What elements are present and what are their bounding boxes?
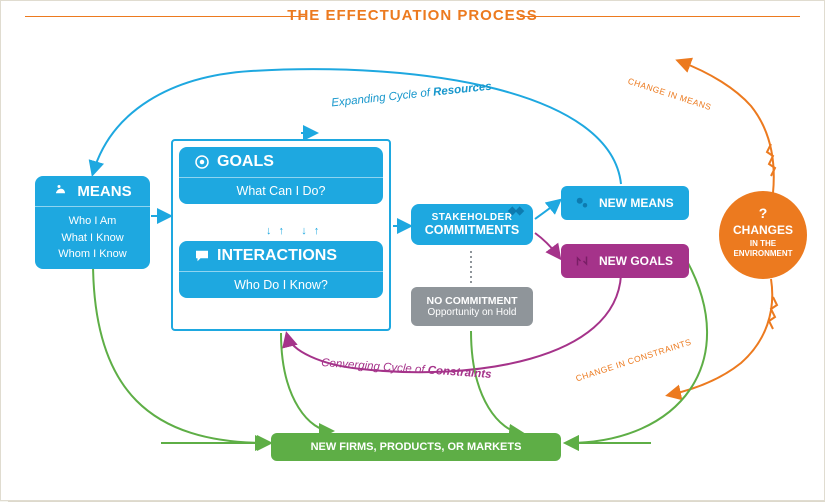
hand-icon (53, 182, 71, 200)
diagram-title: THE EFFECTUATION PROCESS (1, 7, 824, 24)
label-expanding: Expanding Cycle of Resources (331, 81, 492, 110)
interactions-sub: Who Do I Know? (179, 271, 383, 298)
new-goals-label: NEW GOALS (599, 254, 673, 268)
node-goals: GOALS What Can I Do? (179, 147, 383, 204)
node-interactions: INTERACTIONS Who Do I Know? (179, 241, 383, 298)
chat-icon (193, 247, 211, 265)
handshake-icon (505, 200, 527, 222)
new-means-label: NEW MEANS (599, 196, 674, 210)
goals-interactions-arrows: ↓ ↑ ↓ ↑ (266, 225, 321, 237)
node-new-goals: NEW GOALS (561, 244, 689, 278)
node-stakeholder: STAKEHOLDER COMMITMENTS (411, 204, 533, 245)
node-no-commitment: NO COMMITMENT Opportunity on Hold (411, 287, 533, 326)
goals-sub: What Can I Do? (179, 177, 383, 204)
question-icon: ? (719, 205, 807, 221)
arrows-icon (573, 252, 591, 270)
label-converging: Converging Cycle of Constraints (321, 357, 492, 381)
nocommit-l2: Opportunity on Hold (413, 307, 531, 318)
target-icon (193, 153, 211, 171)
diagram-frame: THE EFFECTUATION PROCESS (0, 0, 825, 501)
stakeholder-l2: COMMITMENTS (417, 223, 527, 237)
gears-icon (573, 194, 591, 212)
changes-sub: IN THE ENVIRONMENT (719, 239, 807, 258)
goals-title: GOALS (179, 147, 383, 177)
label-change-means: CHANGE IN MEANS (627, 76, 713, 112)
nocommit-l1: NO COMMITMENT (413, 295, 531, 307)
changes-title: CHANGES (719, 223, 807, 237)
node-means: MEANS Who I Am What I Know Whom I Know (35, 176, 150, 269)
node-changes: ? CHANGES IN THE ENVIRONMENT (719, 191, 807, 279)
interactions-title: INTERACTIONS (179, 241, 383, 271)
means-title: MEANS (35, 176, 150, 206)
means-lines: Who I Am What I Know Whom I Know (35, 206, 150, 269)
node-new-means: NEW MEANS (561, 186, 689, 220)
node-outputs: NEW FIRMS, PRODUCTS, OR MARKETS (271, 433, 561, 461)
label-change-constraints: CHANGE IN CONSTRAINTS (574, 337, 692, 384)
